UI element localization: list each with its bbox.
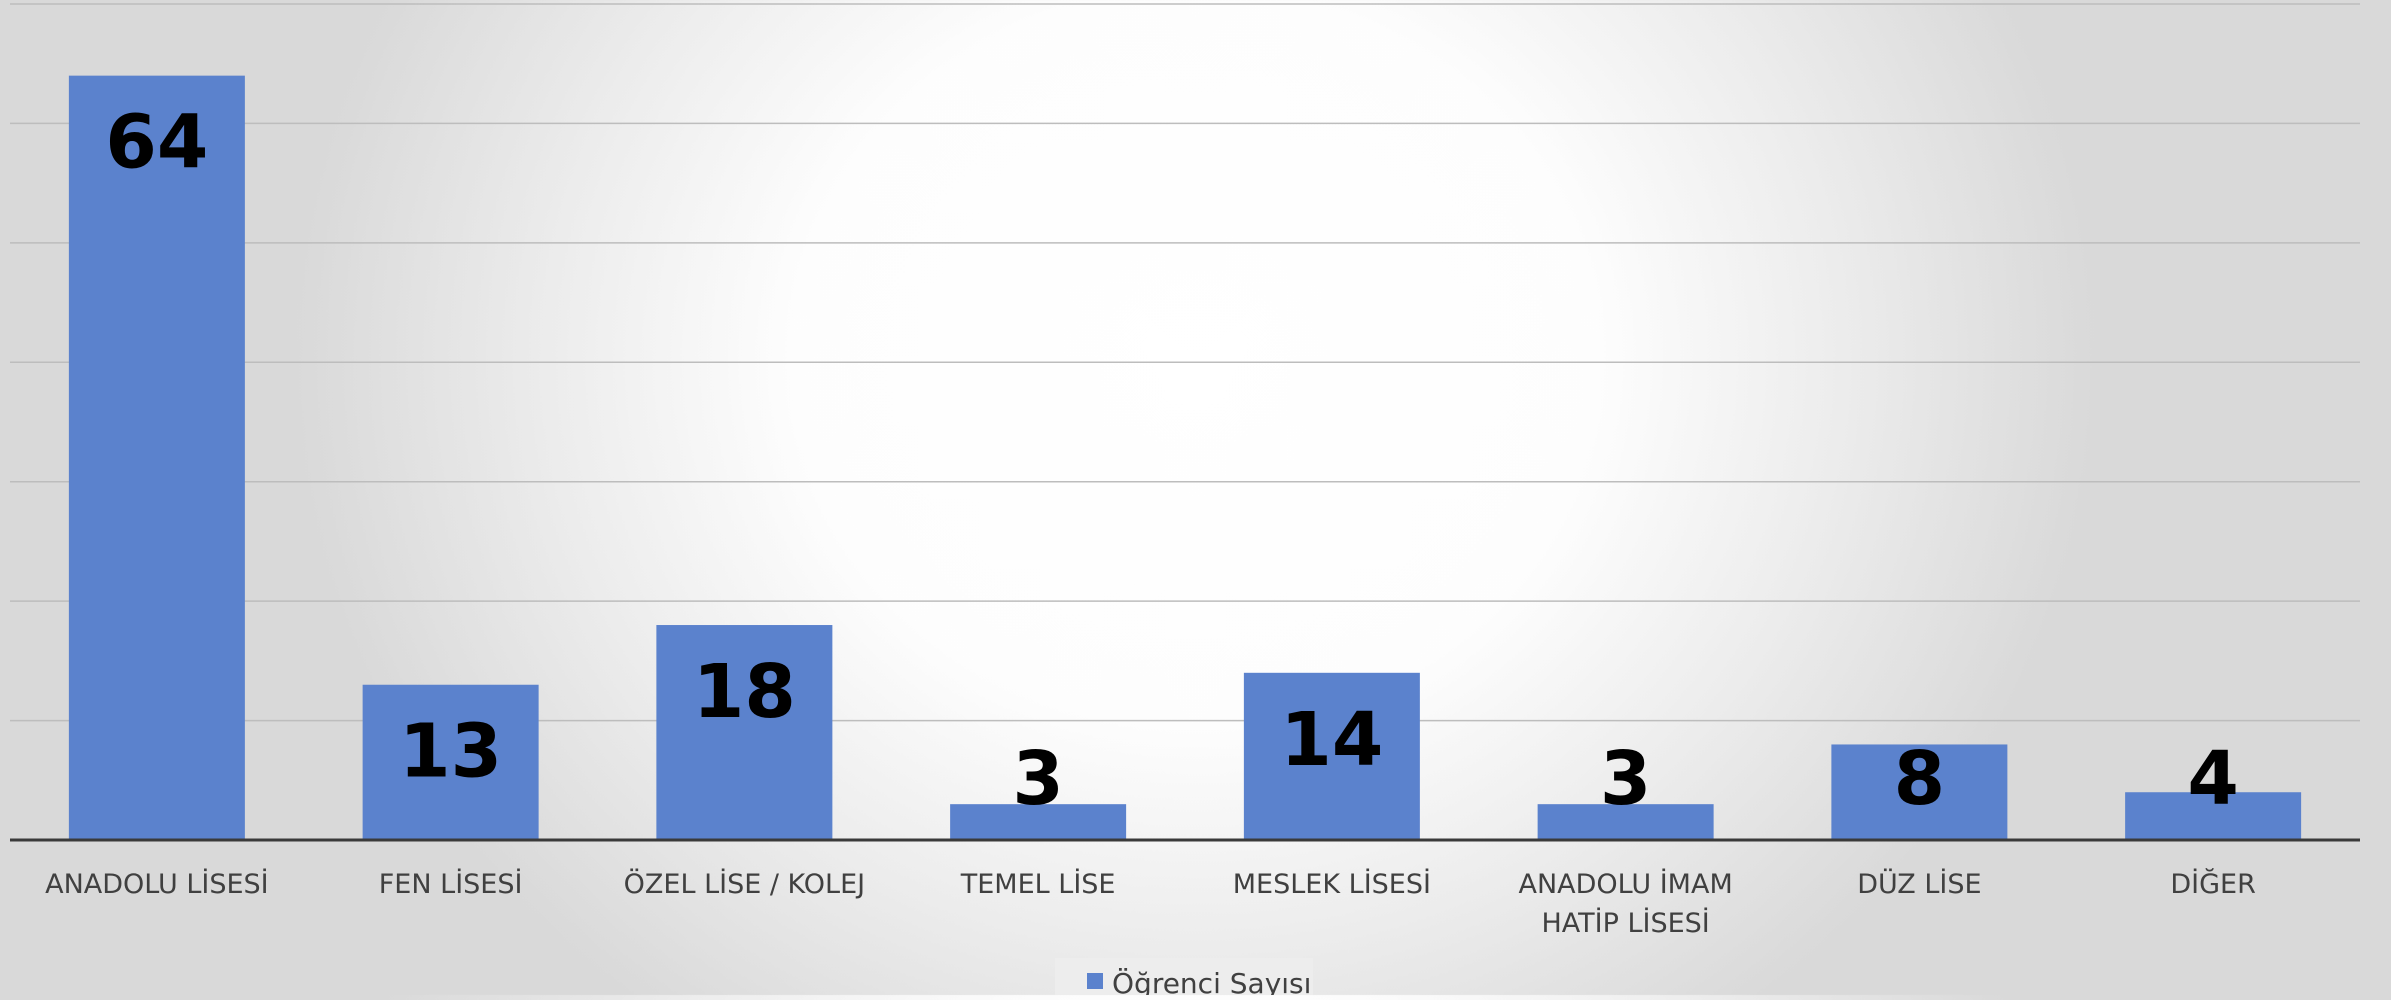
bar (950, 804, 1127, 840)
category-label: ANADOLU LİSESİ (45, 868, 269, 900)
data-label: 14 (1280, 697, 1383, 783)
category-label: DÜZ LİSE (1857, 868, 1981, 900)
category-label: DİĞER (2170, 868, 2256, 900)
legend-swatch (1087, 973, 1103, 989)
bars (68, 75, 2302, 840)
data-label: 8 (1894, 736, 1946, 822)
data-label: 18 (693, 649, 796, 735)
data-label: 64 (105, 100, 208, 186)
gridlines (10, 3, 2360, 722)
category-label-line: ANADOLU İMAM (1519, 868, 1733, 900)
category-label-line: DÜZ LİSE (1857, 868, 1981, 900)
category-label-line: ANADOLU LİSESİ (45, 868, 269, 900)
bar (362, 684, 539, 840)
data-label: 13 (399, 709, 502, 795)
data-labels: 64 13 18 3 14 3 8 4 (105, 100, 2238, 822)
bar (1243, 672, 1420, 840)
data-label: 3 (1012, 736, 1064, 822)
category-labels: ANADOLU LİSESİ FEN LİSESİ ÖZEL LİSE / KOLE… (45, 868, 2256, 939)
data-label: 3 (1600, 736, 1652, 822)
legend: Öğrenci Sayısı (1055, 958, 1313, 1000)
bar (2125, 792, 2302, 840)
bar (1537, 804, 1714, 840)
category-label: TEMEL LİSE (960, 868, 1116, 900)
category-label-line: TEMEL LİSE (960, 868, 1116, 900)
category-label-line: HATİP LİSESİ (1541, 907, 1709, 939)
data-label: 4 (2187, 736, 2239, 822)
bar (1831, 744, 2008, 840)
legend-label: Öğrenci Sayısı (1112, 966, 1311, 995)
category-label-line: ÖZEL LİSE / KOLEJ (624, 868, 865, 900)
category-label-line: DİĞER (2170, 868, 2256, 900)
category-label: MESLEK LİSESİ (1233, 868, 1431, 900)
category-label-line: MESLEK LİSESİ (1233, 868, 1431, 900)
category-label: ÖZEL LİSE / KOLEJ (624, 868, 865, 900)
bar (656, 625, 833, 840)
category-label: ANADOLU İMAM HATİP LİSESİ (1519, 868, 1733, 939)
category-label-line: FEN LİSESİ (379, 868, 523, 900)
bar (68, 75, 245, 840)
category-label: FEN LİSESİ (379, 868, 523, 900)
